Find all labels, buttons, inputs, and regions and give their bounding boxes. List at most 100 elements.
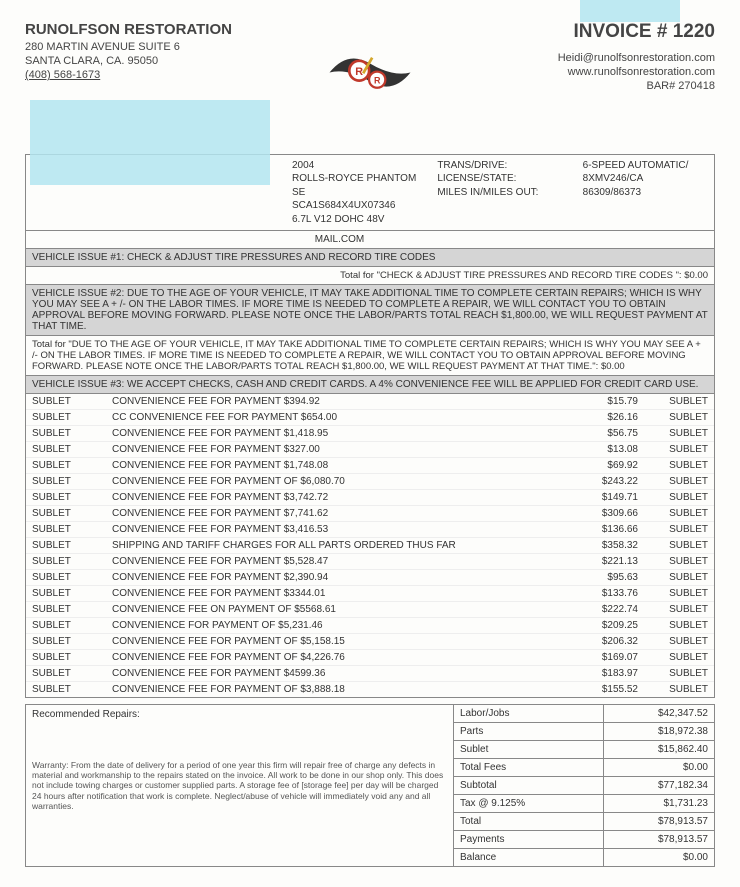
invoice-number: INVOICE # 1220 <box>558 20 715 45</box>
line-sublet: SUBLET <box>638 412 708 423</box>
line-amount: $309.66 <box>568 508 638 519</box>
totals-label: Parts <box>454 723 604 740</box>
invoice-email: Heidi@runolfsonrestoration.com <box>558 51 715 65</box>
line-item-row: SUBLET CONVENIENCE FEE FOR PAYMENT $3,416… <box>26 522 714 538</box>
recommended-warranty-box: Recommended Repairs: Warranty: From the … <box>26 705 454 866</box>
line-sublet: SUBLET <box>638 396 708 407</box>
issue-3: VEHICLE ISSUE #3: WE ACCEPT CHECKS, CASH… <box>25 376 715 394</box>
line-sublet: SUBLET <box>638 460 708 471</box>
line-type: SUBLET <box>32 428 112 439</box>
line-item-row: SUBLETCONVENIENCE FEE FOR PAYMENT $327.0… <box>26 442 714 458</box>
line-item-row: SUBLETCONVENIENCE FEE FOR PAYMENT $3344.… <box>26 586 714 602</box>
lic-value: 8XMV246/CA <box>583 172 708 186</box>
line-sublet: SUBLET <box>638 604 708 615</box>
line-sublet: SUBLET <box>638 668 708 679</box>
totals-row: Parts$18,972.38 <box>454 723 714 741</box>
totals-value: $42,347.52 <box>604 705 714 722</box>
line-desc: CONVENIENCE FEE FOR PAYMENT $3,416.53 <box>112 524 568 535</box>
line-type: SUBLET <box>32 476 112 487</box>
lic-label: LICENSE/STATE: <box>437 172 527 186</box>
line-sublet: SUBLET <box>638 620 708 631</box>
totals-row: Labor/Jobs$42,347.52 <box>454 705 714 723</box>
totals-value: $77,182.34 <box>604 777 714 794</box>
line-desc: CONVENIENCE FEE FOR PAYMENT $3344.01 <box>112 588 568 599</box>
totals-label: Labor/Jobs <box>454 705 604 722</box>
line-item-row: SUBLETSHIPPING AND TARIFF CHARGES FOR AL… <box>26 538 714 554</box>
company-addr1: 280 MARTIN AVENUE SUITE 6 <box>25 40 232 54</box>
vehicle-model: ROLLS-ROYCE PHANTOM SE <box>292 172 417 199</box>
line-amount: $243.22 <box>568 476 638 487</box>
totals-row: Sublet$15,862.40 <box>454 741 714 759</box>
line-amount: $149.71 <box>568 492 638 503</box>
line-item-row: SUBLETCONVENIENCE FEE FOR PAYMENT $4599.… <box>26 666 714 682</box>
line-type: SUBLET <box>32 492 112 503</box>
line-desc: CONVENIENCE FEE FOR PAYMENT $5,528.47 <box>112 556 568 567</box>
line-type: SUBLET <box>32 556 112 567</box>
totals-value: $78,913.57 <box>604 813 714 830</box>
contact-email-row: MAIL.COM <box>25 231 715 249</box>
totals-row: Total$78,913.57 <box>454 813 714 831</box>
sticky-note-left <box>30 100 270 185</box>
sticky-note-top <box>580 0 680 22</box>
line-desc: SHIPPING AND TARIFF CHARGES FOR ALL PART… <box>112 540 568 551</box>
line-sublet: SUBLET <box>638 588 708 599</box>
totals-label: Tax @ 9.125% <box>454 795 604 812</box>
trans-value: 6-SPEED AUTOMATIC/ <box>583 159 708 173</box>
totals-label: Payments <box>454 831 604 848</box>
line-amount: $169.07 <box>568 652 638 663</box>
line-amount: $155.52 <box>568 684 638 695</box>
line-type: SUBLET <box>32 508 112 519</box>
totals-value: $18,972.38 <box>604 723 714 740</box>
line-amount: $13.08 <box>568 444 638 455</box>
totals-row: Payments$78,913.57 <box>454 831 714 849</box>
totals-row: Subtotal$77,182.34 <box>454 777 714 795</box>
line-item-row: SUBLETCONVENIENCE FEE FOR PAYMENT $5,528… <box>26 554 714 570</box>
line-desc: CONVENIENCE FEE ON PAYMENT OF $5568.61 <box>112 604 568 615</box>
totals-row: Tax @ 9.125%$1,731.23 <box>454 795 714 813</box>
totals-value: $0.00 <box>604 849 714 866</box>
company-phone: (408) 568-1673 <box>25 68 232 82</box>
invoice-block: INVOICE # 1220 Heidi@runolfsonrestoratio… <box>558 20 715 94</box>
totals-value: $15,862.40 <box>604 741 714 758</box>
line-amount: $206.32 <box>568 636 638 647</box>
svg-text:R: R <box>355 66 363 78</box>
bottom-section: Recommended Repairs: Warranty: From the … <box>25 704 715 867</box>
line-desc: CONVENIENCE FEE FOR PAYMENT $3,742.72 <box>112 492 568 503</box>
line-desc: CONVENIENCE FEE FOR PAYMENT OF $6,080.70 <box>112 476 568 487</box>
recommended-label: Recommended Repairs: <box>32 709 447 720</box>
invoice-page: RUNOLFSON RESTORATION 280 MARTIN AVENUE … <box>0 0 740 887</box>
line-sublet: SUBLET <box>638 524 708 535</box>
line-type: SUBLET <box>32 604 112 615</box>
line-amount: $95.63 <box>568 572 638 583</box>
trans-label: TRANS/DRIVE: <box>437 159 527 173</box>
line-items: SUBLETCONVENIENCE FEE FOR PAYMENT $394.9… <box>25 394 715 698</box>
line-type: SUBLET <box>32 444 112 455</box>
line-amount: $15.79 <box>568 396 638 407</box>
line-amount: $183.97 <box>568 668 638 679</box>
line-item-row: SUBLETCONVENIENCE FEE FOR PAYMENT $7,741… <box>26 506 714 522</box>
line-type: SUBLET <box>32 684 112 695</box>
totals-value: $0.00 <box>604 759 714 776</box>
line-sublet: SUBLET <box>638 444 708 455</box>
totals-table: Labor/Jobs$42,347.52Parts$18,972.38Suble… <box>454 705 714 866</box>
line-type: SUBLET <box>32 460 112 471</box>
line-type: SUBLET <box>32 412 112 423</box>
line-desc: CONVENIENCE FEE FOR PAYMENT $1,418.95 <box>112 428 568 439</box>
line-item-row: SUBLETCONVENIENCE FEE FOR PAYMENT $2,390… <box>26 570 714 586</box>
line-amount: $221.13 <box>568 556 638 567</box>
line-type: SUBLET <box>32 588 112 599</box>
line-item-row: SUBLETCONVENIENCE FEE FOR PAYMENT OF $4,… <box>26 650 714 666</box>
totals-label: Sublet <box>454 741 604 758</box>
line-desc: CC CONVENIENCE FEE FOR PAYMENT $654.00 <box>112 412 568 423</box>
line-item-row: SUBLETCONVENIENCE FEE FOR PAYMENT OF $5,… <box>26 634 714 650</box>
totals-label: Balance <box>454 849 604 866</box>
logo-icon: R R <box>325 45 415 100</box>
line-item-row: SUBLETCONVENIENCE FEE FOR PAYMENT $3,742… <box>26 490 714 506</box>
line-item-row: SUBLETCONVENIENCE FEE FOR PAYMENT OF $6,… <box>26 474 714 490</box>
vehicle-year: 2004 <box>292 159 417 173</box>
miles-label: MILES IN/MILES OUT: <box>437 186 538 200</box>
company-block: RUNOLFSON RESTORATION 280 MARTIN AVENUE … <box>25 20 232 94</box>
vehicle-engine: 6.7L V12 DOHC 48V <box>292 213 417 227</box>
line-amount: $56.75 <box>568 428 638 439</box>
line-type: SUBLET <box>32 572 112 583</box>
